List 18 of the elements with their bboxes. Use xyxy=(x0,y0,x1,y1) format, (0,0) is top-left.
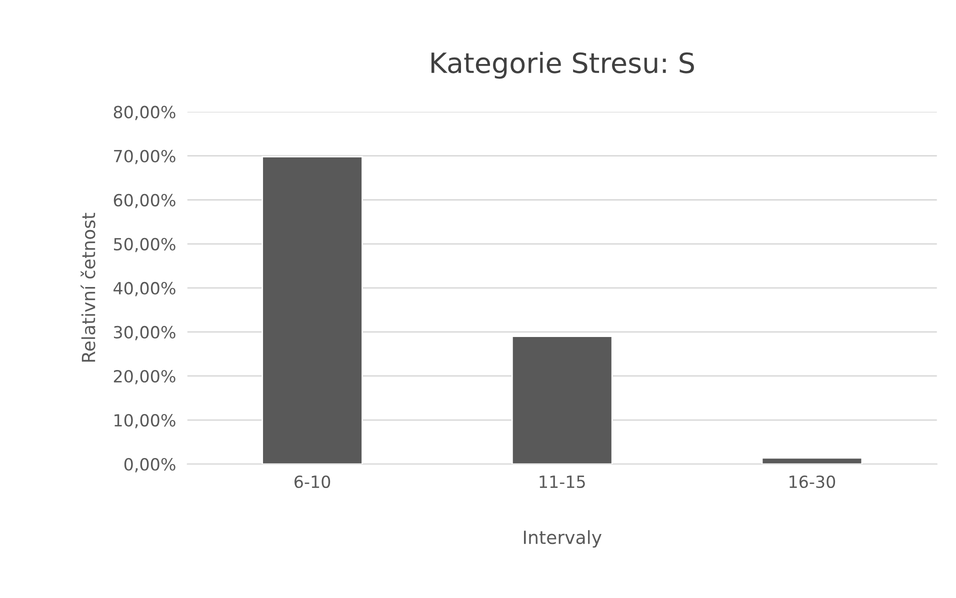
chart-title: Kategorie Stresu: S xyxy=(431,52,694,79)
y-tick-label: 70,00% xyxy=(114,150,176,164)
x-axis-title: Intervaly xyxy=(524,530,602,548)
y-tick-label: 40,00% xyxy=(114,282,176,296)
y-tick-label: 10,00% xyxy=(114,414,176,428)
x-tick-label: 16-30 xyxy=(790,475,836,488)
y-tick-label: 50,00% xyxy=(114,238,176,252)
bar xyxy=(511,336,613,464)
y-tick-label: 20,00% xyxy=(114,370,176,384)
y-tick-label: 30,00% xyxy=(114,326,176,340)
y-axis-title: Relativní četnost xyxy=(80,212,96,362)
y-tick-label: 60,00% xyxy=(114,194,176,208)
bar xyxy=(262,156,363,464)
y-tick-label: 0,00% xyxy=(124,458,176,472)
x-tick-label: 6-10 xyxy=(294,475,330,488)
bar xyxy=(761,457,863,464)
x-tick-label: 11-15 xyxy=(540,476,585,488)
y-tick-label: 80,00% xyxy=(114,106,176,120)
